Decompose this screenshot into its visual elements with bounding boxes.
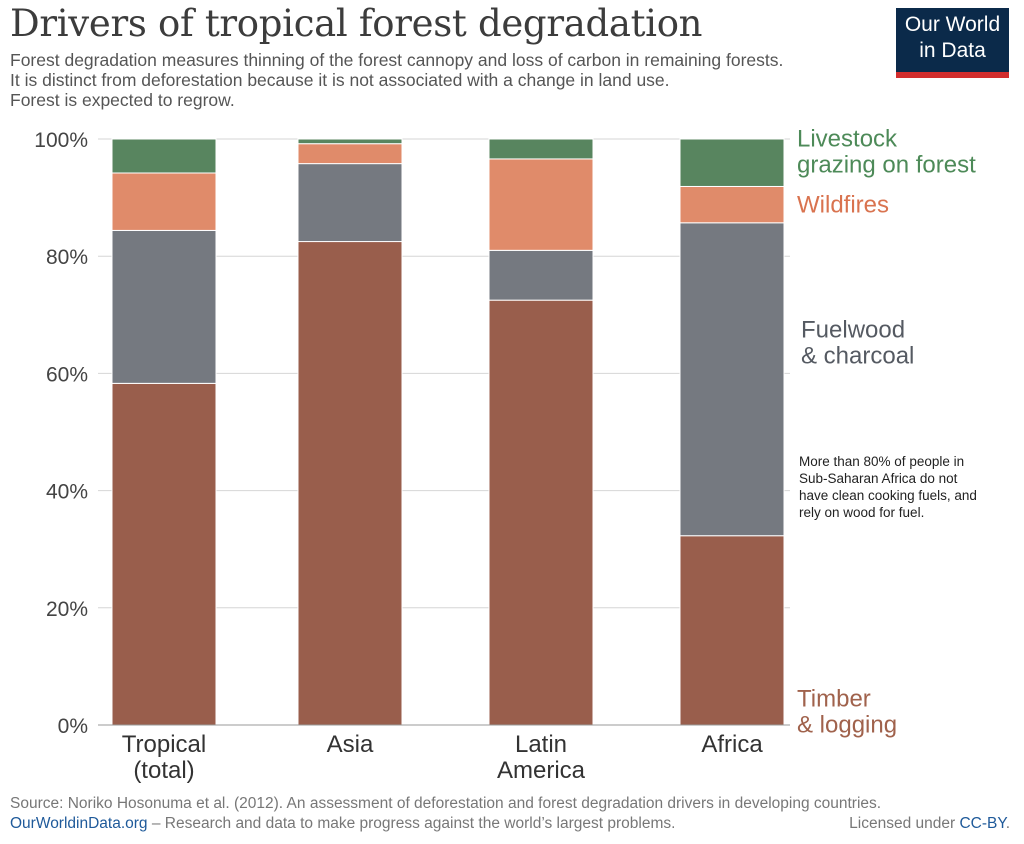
y-tick-label: 80% bbox=[46, 246, 88, 269]
annotation-text: Sub-Saharan Africa do not bbox=[799, 471, 958, 486]
logo-line: Our World bbox=[904, 13, 1001, 36]
bar-segment bbox=[488, 249, 594, 301]
series-label: Fuelwood bbox=[801, 316, 905, 343]
chart-title: Drivers of tropical forest degradation bbox=[10, 2, 703, 45]
x-tick-label: Latin bbox=[515, 731, 567, 758]
license-suffix: . bbox=[1005, 815, 1010, 832]
stacked-bar-chart: 0% 20% 40% 60% 80% 100% Tropical(total) Asia Lat… bbox=[34, 126, 977, 784]
annotation-text: rely on wood for fuel. bbox=[799, 505, 924, 520]
series-label: grazing on forest bbox=[797, 152, 976, 179]
x-tick-label: Asia bbox=[327, 731, 374, 758]
bar-segment bbox=[297, 143, 403, 165]
x-tick-label: Africa bbox=[701, 731, 763, 758]
subtitle-line: Forest degradation measures thinning of … bbox=[10, 50, 784, 70]
footer: Source: Noriko Hosonuma et al. (2012). A… bbox=[10, 794, 1020, 834]
y-tick-label: 0% bbox=[58, 715, 88, 738]
series-label: Livestock bbox=[797, 126, 898, 153]
bar-segment bbox=[111, 382, 217, 726]
annotation-text: have clean cooking fuels, and bbox=[799, 488, 977, 503]
bar-segment bbox=[488, 158, 594, 251]
bar-segment bbox=[111, 229, 217, 384]
y-tick-label: 60% bbox=[46, 363, 88, 386]
bar-segment bbox=[679, 185, 785, 224]
bar-segment bbox=[297, 163, 403, 243]
tagline: – Research and data to make progress aga… bbox=[147, 815, 676, 832]
bar-segment bbox=[679, 138, 785, 187]
chart-subtitle: Forest degradation measures thinning of … bbox=[10, 50, 890, 110]
bar-segment bbox=[297, 241, 403, 726]
series-label: Wildfires bbox=[797, 192, 889, 219]
y-tick-label: 20% bbox=[46, 598, 88, 621]
series-label: & charcoal bbox=[801, 342, 914, 369]
source-note: Source: Noriko Hosonuma et al. (2012). A… bbox=[10, 795, 882, 812]
logo-line: in Data bbox=[919, 39, 986, 62]
bar-segment bbox=[679, 535, 785, 726]
x-tick-label: America bbox=[497, 757, 586, 784]
license-link[interactable]: CC-BY bbox=[959, 815, 1006, 832]
bar-segment bbox=[679, 222, 785, 537]
bar-segment bbox=[111, 138, 217, 174]
series-label: & logging bbox=[797, 711, 897, 738]
y-tick-label: 100% bbox=[34, 129, 88, 152]
y-tick-label: 40% bbox=[46, 481, 88, 504]
subtitle-line: It is distinct from deforestation becaus… bbox=[10, 70, 670, 90]
bar-segment bbox=[488, 299, 594, 726]
series-label: Timber bbox=[797, 685, 871, 712]
bar-segment bbox=[488, 138, 594, 160]
subtitle-line: Forest is expected to regrow. bbox=[10, 90, 235, 110]
footer-line: OurWorldinData.org – Research and data t… bbox=[10, 814, 1020, 834]
license-note: Licensed under CC-BY. bbox=[849, 814, 1010, 834]
x-tick-label: Tropical bbox=[122, 731, 206, 758]
annotation-text: More than 80% of people in bbox=[799, 454, 964, 469]
owid-link[interactable]: OurWorldinData.org bbox=[10, 815, 148, 832]
license-prefix: Licensed under bbox=[849, 815, 960, 832]
bar-segment bbox=[111, 172, 217, 231]
bar-segment bbox=[297, 138, 403, 145]
owid-logo[interactable]: Our World in Data bbox=[896, 8, 1009, 78]
x-tick-label: (total) bbox=[133, 757, 194, 784]
